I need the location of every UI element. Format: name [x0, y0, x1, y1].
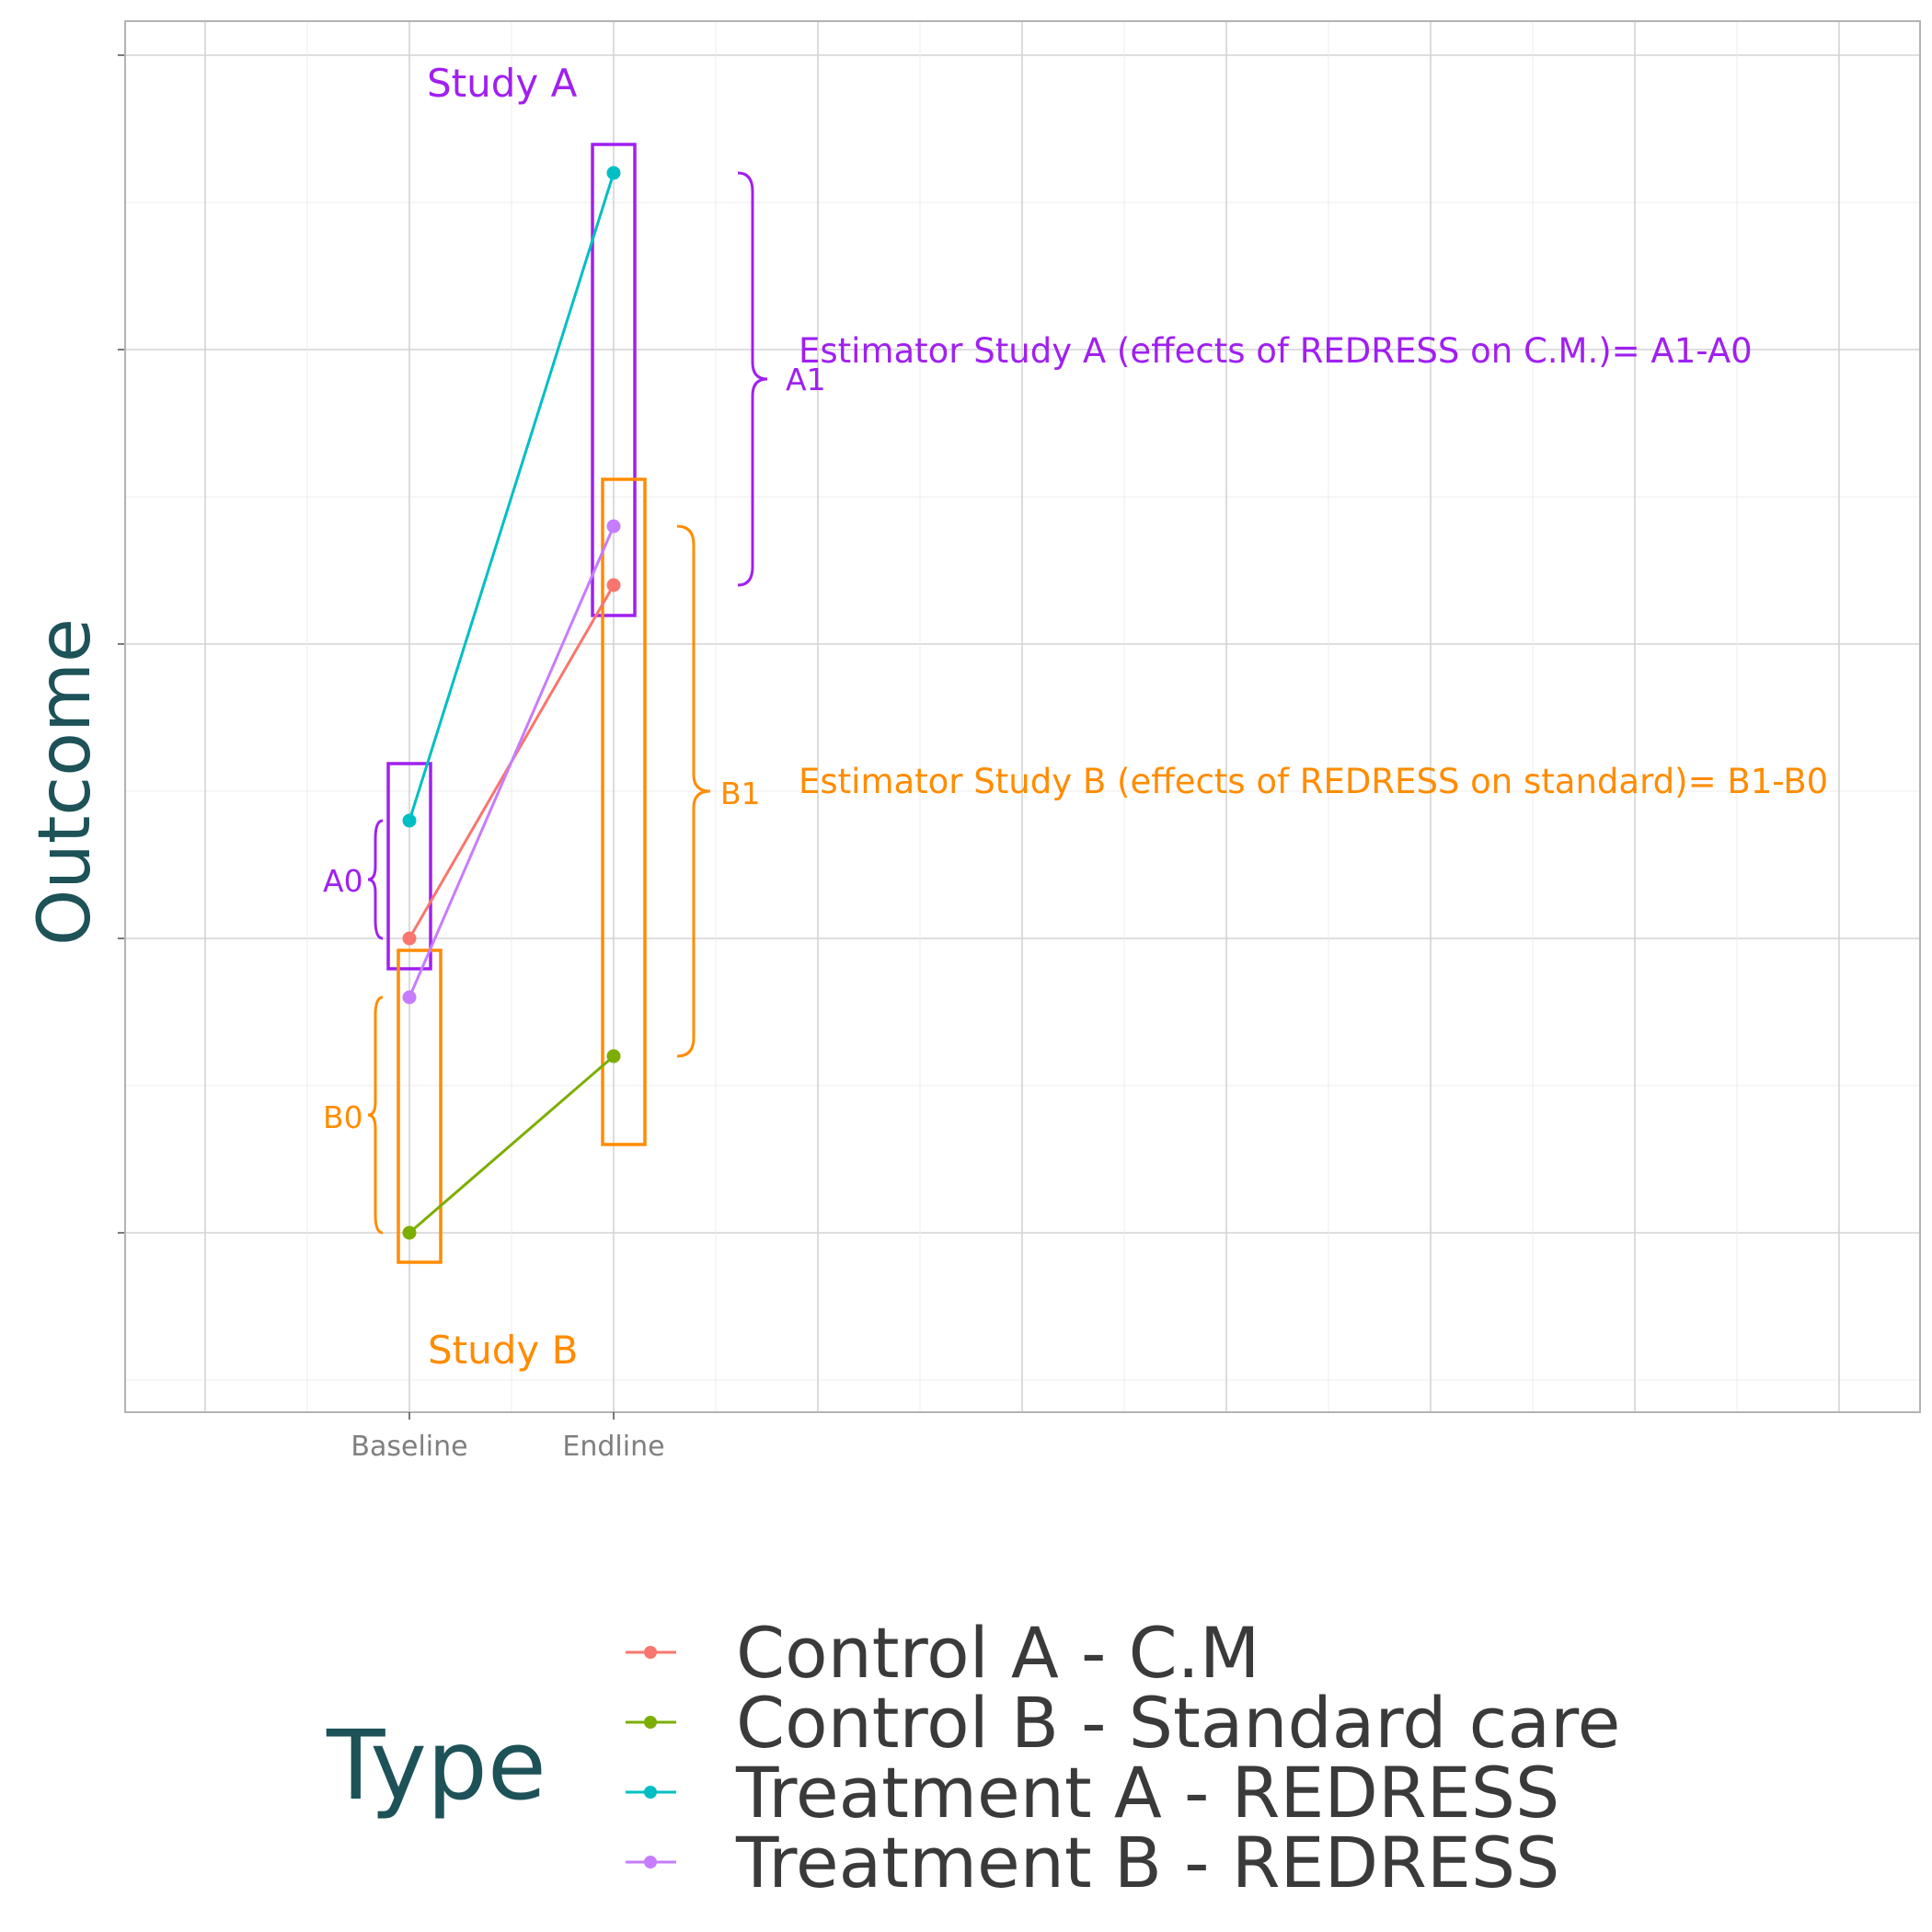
study-boxes [386, 143, 647, 1264]
x-tick-label: Endline [562, 1431, 664, 1463]
study-b-label: Study B [428, 1328, 578, 1373]
estimator-a-label: Estimator Study A (effects of REDRESS on… [799, 331, 1753, 371]
y-axis-label: Outcome [24, 618, 107, 946]
legend-key-point [644, 1786, 657, 1799]
legend-key-point [644, 1646, 657, 1659]
b0-label: B0 [323, 1099, 363, 1135]
data-point [606, 519, 621, 534]
b1-brace [676, 524, 711, 1058]
data-point [402, 1225, 417, 1240]
b1-label: B1 [720, 776, 761, 811]
series-line [408, 172, 615, 822]
legend-item: Treatment B - REDRESS [626, 1822, 1559, 1903]
a0-brace [367, 819, 384, 940]
data-point [402, 931, 417, 946]
study-b-baseline-box [397, 949, 443, 1264]
study-a-label: Study A [427, 61, 578, 106]
legend-key-point [644, 1856, 657, 1869]
x-axis: Baseline Endline [351, 1412, 665, 1463]
legend-key-point [644, 1716, 657, 1729]
study-a-endline-box [591, 143, 637, 617]
legend-label: Control B - Standard care [736, 1682, 1620, 1764]
x-tick-label: Baseline [351, 1431, 467, 1463]
estimator-b-label: Estimator Study B (effects of REDRESS on… [799, 762, 1828, 801]
series-control-b-standard-care [402, 1049, 621, 1240]
a1-brace [737, 171, 768, 587]
legend-item: Treatment A - REDRESS [626, 1752, 1559, 1834]
series-line [408, 1054, 615, 1235]
series-line [408, 525, 615, 998]
grid [118, 21, 1920, 1412]
data-point [402, 990, 417, 1005]
series-treatment-b-redress [402, 519, 621, 1005]
data-point [606, 1049, 621, 1064]
study-b-endline-box [601, 477, 647, 1146]
braces [367, 171, 768, 1235]
a1-label: A1 [786, 362, 826, 397]
study-a-baseline-box [386, 762, 432, 971]
data-point [606, 578, 621, 592]
b0-brace [367, 995, 384, 1235]
legend-label: Treatment A - REDRESS [735, 1752, 1559, 1834]
legend-item: Control A - C.M [626, 1612, 1259, 1694]
series-treatment-a-redress [402, 166, 621, 828]
legend-title: Type [326, 1709, 546, 1822]
legend-label: Control A - C.M [736, 1612, 1259, 1694]
series [402, 166, 621, 1240]
plot-panel-border [124, 20, 1921, 1413]
a0-label: A0 [323, 863, 363, 899]
legend-item: Control B - Standard care [626, 1682, 1620, 1764]
data-point [606, 166, 621, 180]
data-point [402, 813, 417, 828]
legend-label: Treatment B - REDRESS [735, 1822, 1559, 1903]
